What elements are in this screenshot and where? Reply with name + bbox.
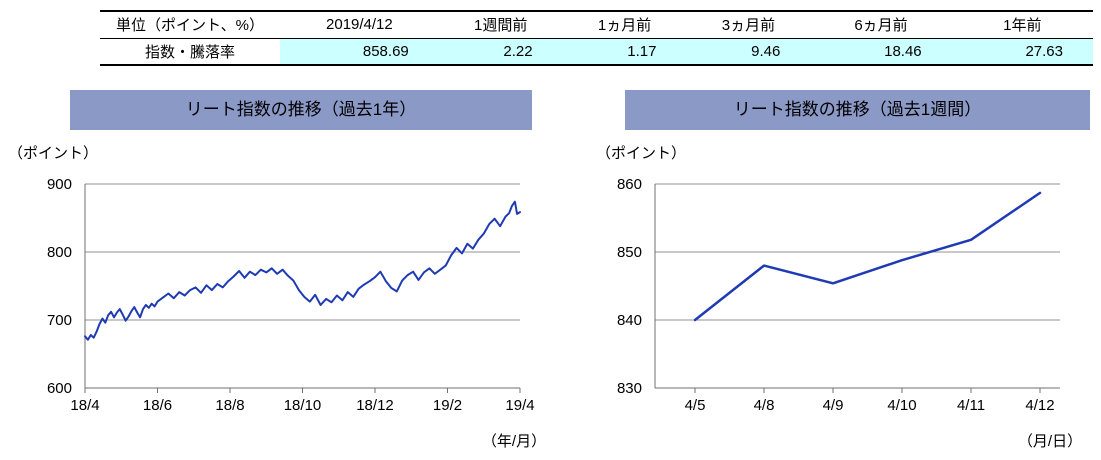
summary-table-wrap: 単位（ポイント、%） 2019/4/12 1週間前 1ヵ月前 3ヵ月前 6ヵ月前… xyxy=(100,10,1093,66)
x-tick-label: 18/12 xyxy=(356,397,394,414)
x-tick-label: 4/5 xyxy=(685,397,706,414)
reit-index-1y-chart: 600 700 800 900 18/4 18/6 18/8 18/10 18/12 19/2 19… xyxy=(47,176,535,414)
y-tick-label: 840 xyxy=(617,312,642,329)
col-header-6month: 6ヵ月前 xyxy=(854,17,908,35)
y-tick-label: 860 xyxy=(617,176,642,193)
table-data-row: 指数・騰落率 858.69 2.22 1.17 9.46 18.46 27.63 xyxy=(100,38,1093,65)
y-tick-label: 600 xyxy=(47,380,72,397)
value-latest: 858.69 xyxy=(280,38,439,65)
y-tick-label: 830 xyxy=(617,380,642,397)
value-1year: 27.63 xyxy=(951,38,1093,65)
chart-title-1y: リート指数の推移（過去1年） xyxy=(70,90,532,130)
col-header-latest: 2019/4/12 xyxy=(326,16,393,34)
value-1week: 2.22 xyxy=(438,38,563,65)
y-tick-label: 800 xyxy=(47,244,72,261)
index-line-series xyxy=(84,200,521,341)
col-header-1month: 1ヵ月前 xyxy=(597,17,652,35)
x-tick-label: 18/6 xyxy=(143,397,172,414)
x-tick-label: 18/4 xyxy=(70,397,99,414)
y-axis-unit-label-1w: （ポイント） xyxy=(596,145,687,162)
x-tick-label: 4/10 xyxy=(887,397,916,414)
x-tick-label: 18/10 xyxy=(284,397,322,414)
x-axis-unit-label-1y: （年/月） xyxy=(481,433,547,450)
summary-table: 単位（ポイント、%） 2019/4/12 1週間前 1ヵ月前 3ヵ月前 6ヵ月前… xyxy=(100,10,1093,66)
x-tick-label: 19/2 xyxy=(433,397,462,414)
table-header-row: 単位（ポイント、%） 2019/4/12 1週間前 1ヵ月前 3ヵ月前 6ヵ月前… xyxy=(100,11,1093,38)
x-tick-label: 18/8 xyxy=(215,397,244,414)
x-tick-label: 4/11 xyxy=(957,397,985,414)
x-tick-label: 4/9 xyxy=(823,397,844,414)
col-header-1year: 1年前 xyxy=(1003,17,1042,35)
row-label-cell: 指数・騰落率 xyxy=(144,43,235,61)
x-tick-label: 19/4 xyxy=(505,397,534,414)
reit-index-1w-chart: 830 840 850 860 4/5 4/8 4/9 4/10 4/11 4/12 xyxy=(617,176,1060,414)
chart-title-1w: リート指数の推移（過去1週間） xyxy=(625,90,1090,130)
x-tick-label: 4/8 xyxy=(754,397,775,414)
y-tick-label: 900 xyxy=(47,176,72,193)
value-3month: 9.46 xyxy=(686,38,811,65)
value-6month: 18.46 xyxy=(810,38,952,65)
y-tick-label: 850 xyxy=(617,244,642,261)
index-line-series xyxy=(693,191,1042,322)
col-header-3month: 3ヵ月前 xyxy=(721,17,776,35)
y-axis-unit-label-1y: （ポイント） xyxy=(8,145,99,162)
y-tick-label: 700 xyxy=(47,312,72,329)
value-1month: 1.17 xyxy=(562,38,687,65)
x-tick-label: 4/12 xyxy=(1025,397,1054,414)
x-axis-unit-label-1w: （月/日） xyxy=(1017,433,1083,450)
col-header-1week: 1週間前 xyxy=(474,17,528,35)
unit-header-cell: 単位（ポイント、%） xyxy=(115,17,265,35)
